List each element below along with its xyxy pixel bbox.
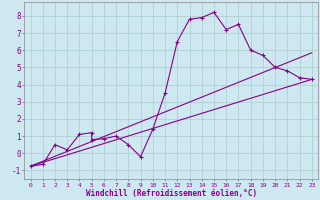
- X-axis label: Windchill (Refroidissement éolien,°C): Windchill (Refroidissement éolien,°C): [85, 189, 257, 198]
